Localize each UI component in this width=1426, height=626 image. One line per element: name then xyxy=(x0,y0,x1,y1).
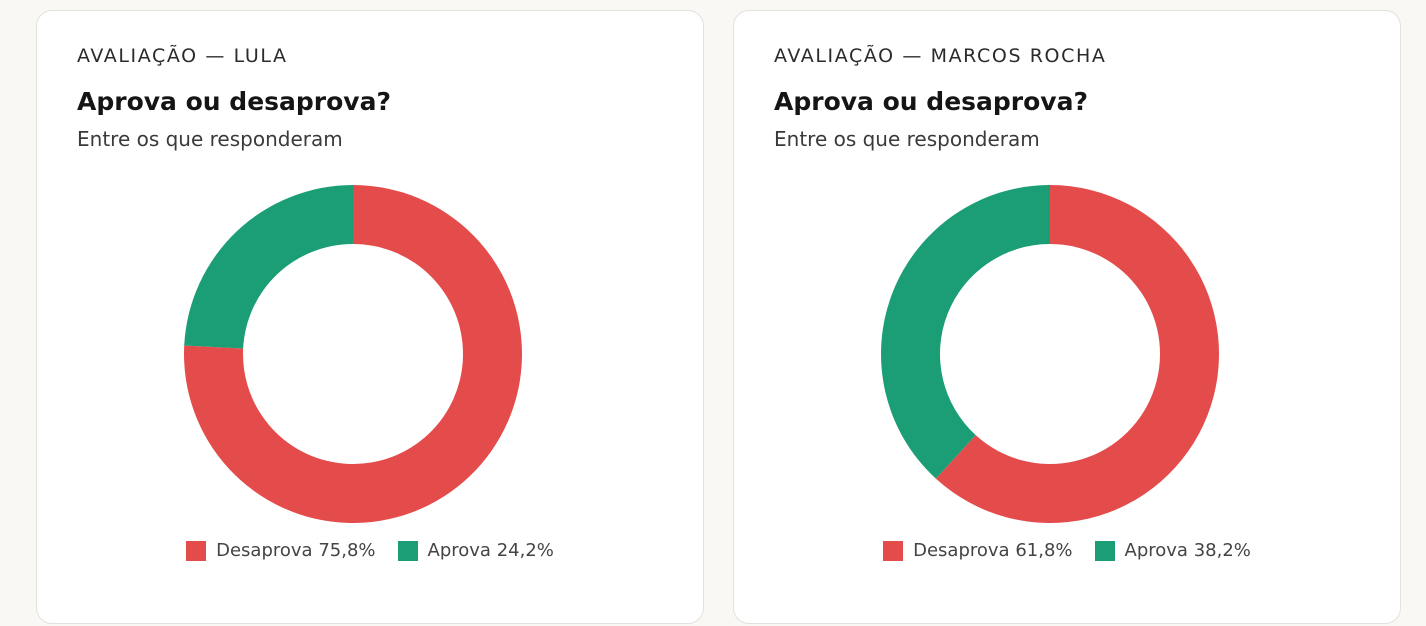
legend-value: 38,2% xyxy=(1193,540,1251,561)
legend-value: 61,8% xyxy=(1015,540,1073,561)
chart-card-lula: AVALIAÇÃO — LULA Aprova ou desaprova? En… xyxy=(36,10,704,624)
legend-label: Desaprova xyxy=(216,540,313,561)
legend-swatch-aprova xyxy=(1094,540,1115,561)
donut-chart xyxy=(881,185,1219,523)
legend-item-aprova: Aprova 38,2% xyxy=(1094,540,1251,561)
legend-label: Aprova xyxy=(427,540,491,561)
legend-swatch-aprova xyxy=(397,540,418,561)
legend-label: Aprova xyxy=(1124,540,1188,561)
donut-slice-aprova xyxy=(881,185,1050,479)
donut-slice-aprova xyxy=(184,185,353,349)
legend-value: 24,2% xyxy=(496,540,554,561)
chart-kicker: AVALIAÇÃO — MARCOS ROCHA xyxy=(774,45,1107,67)
legend-item-aprova: Aprova 24,2% xyxy=(397,540,554,561)
legend-label: Desaprova xyxy=(913,540,1010,561)
donut-chart xyxy=(183,185,522,523)
chart-subtitle: Entre os que responderam xyxy=(774,127,1040,151)
legend-item-desaprova: Desaprova 75,8% xyxy=(186,540,376,561)
chart-legend: Desaprova 61,8% Aprova 38,2% xyxy=(734,540,1400,561)
chart-title: Aprova ou desaprova? xyxy=(774,87,1088,116)
donut-slice-desaprova xyxy=(935,185,1219,523)
chart-card-marcos-rocha: AVALIAÇÃO — MARCOS ROCHA Aprova ou desap… xyxy=(733,10,1401,624)
chart-subtitle: Entre os que responderam xyxy=(77,127,343,151)
legend-swatch-desaprova xyxy=(883,540,904,561)
donut-slice-desaprova xyxy=(183,185,522,523)
legend-item-desaprova: Desaprova 61,8% xyxy=(883,540,1073,561)
chart-legend: Desaprova 75,8% Aprova 24,2% xyxy=(37,540,703,561)
chart-title: Aprova ou desaprova? xyxy=(77,87,391,116)
chart-kicker: AVALIAÇÃO — LULA xyxy=(77,45,288,67)
legend-value: 75,8% xyxy=(318,540,376,561)
legend-swatch-desaprova xyxy=(186,540,207,561)
